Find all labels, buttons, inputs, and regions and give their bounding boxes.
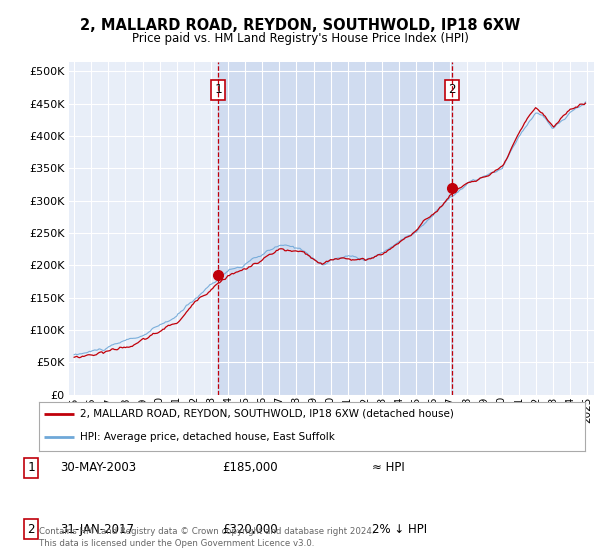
Text: £185,000: £185,000: [222, 461, 278, 474]
Text: 1: 1: [28, 461, 35, 474]
Text: HPI: Average price, detached house, East Suffolk: HPI: Average price, detached house, East…: [80, 432, 335, 442]
Text: 2, MALLARD ROAD, REYDON, SOUTHWOLD, IP18 6XW (detached house): 2, MALLARD ROAD, REYDON, SOUTHWOLD, IP18…: [80, 409, 454, 419]
Text: 2: 2: [28, 523, 35, 536]
Text: 30-MAY-2003: 30-MAY-2003: [60, 461, 136, 474]
Text: Price paid vs. HM Land Registry's House Price Index (HPI): Price paid vs. HM Land Registry's House …: [131, 32, 469, 45]
Text: ≈ HPI: ≈ HPI: [372, 461, 405, 474]
Text: Contains HM Land Registry data © Crown copyright and database right 2024.
This d: Contains HM Land Registry data © Crown c…: [39, 527, 374, 548]
Text: 31-JAN-2017: 31-JAN-2017: [60, 523, 134, 536]
Text: 1: 1: [214, 83, 221, 96]
Text: 2: 2: [448, 83, 455, 96]
Text: £320,000: £320,000: [222, 523, 278, 536]
Text: 2, MALLARD ROAD, REYDON, SOUTHWOLD, IP18 6XW: 2, MALLARD ROAD, REYDON, SOUTHWOLD, IP18…: [80, 18, 520, 33]
Text: 2% ↓ HPI: 2% ↓ HPI: [372, 523, 427, 536]
Bar: [218, 62, 452, 395]
